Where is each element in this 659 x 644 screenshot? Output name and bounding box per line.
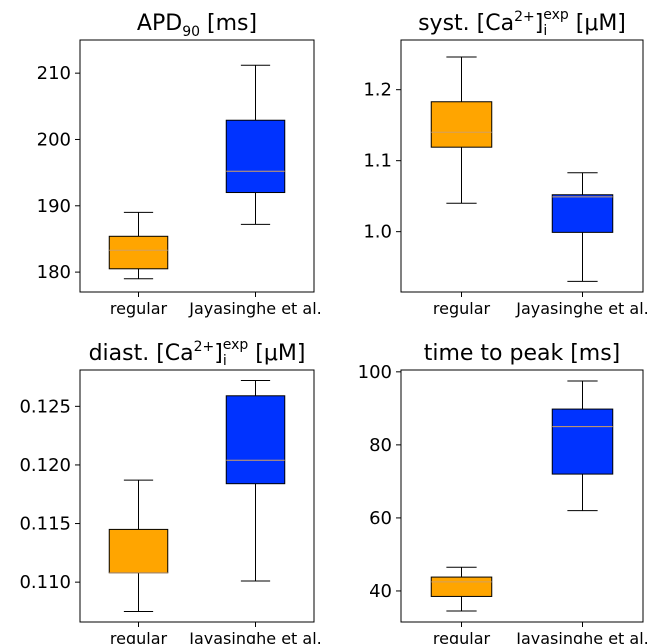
y-tick-label: 0.115 [19,514,71,535]
category-label: regular [433,629,491,644]
category-label: regular [110,299,168,318]
category-label: Jayasinghe et al. [515,299,648,318]
iqr-box [551,408,614,475]
box-regular [108,479,169,612]
box-jayasinghe-et-al [551,380,614,512]
box-regular [108,211,169,280]
y-tick-label: 1.2 [363,80,392,101]
box-regular [430,566,493,612]
box-jayasinghe-et-al [551,172,614,282]
y-tick-label: 1.1 [363,151,392,172]
y-tick-label: 180 [37,262,71,283]
iqr-box [225,395,286,485]
subplot-title: time to peak [ms] [424,341,621,366]
y-tick-label: 80 [369,435,392,456]
subplot-2: 1.0 1.1 1.2 regular Jayasinghe et al. syst. [… [363,7,648,318]
iqr-box [225,119,286,194]
plot-frame [79,39,315,293]
category-label: regular [433,299,491,318]
iqr-box [430,576,493,597]
subplot-4: 40 60 80 100 regular Jayasinghe et al. time to… [358,341,649,644]
iqr-box [430,101,493,148]
subplot-title: APD90 [ms] [137,11,257,40]
y-tick-label: 100 [358,362,392,383]
box-jayasinghe-et-al [225,380,286,582]
category-label: Jayasinghe et al. [188,299,321,318]
category-label: regular [110,629,168,644]
y-tick-label: 1.0 [363,222,392,243]
subplot-title: syst. [Ca2+]iexp [μM] [418,7,626,39]
y-tick-label: 60 [369,508,392,529]
y-tick-label: 190 [37,196,71,217]
iqr-box [108,235,169,270]
y-tick-label: 0.125 [19,396,71,417]
y-tick-label: 200 [37,129,71,150]
y-tick-label: 210 [37,63,71,84]
box-regular [430,56,493,204]
subplot-title: diast. [Ca2+]iexp [μM] [89,337,306,369]
y-tick-label: 0.120 [19,455,71,476]
subplot-3: 0.110 0.115 0.120 0.125 regular Jayasinghe et… [19,337,321,644]
plot-frame [400,39,644,293]
subplot-1: 180 190 200 210 regular Jayasinghe et al. APD9… [37,11,322,318]
category-label: Jayasinghe et al. [515,629,648,644]
plot-frame [400,369,644,623]
plot-frame [79,369,315,623]
box-jayasinghe-et-al [225,64,286,225]
y-tick-label: 40 [369,581,392,602]
iqr-box [551,194,614,233]
y-tick-label: 0.110 [19,572,71,593]
category-label: Jayasinghe et al. [188,629,321,644]
iqr-box [108,528,169,574]
